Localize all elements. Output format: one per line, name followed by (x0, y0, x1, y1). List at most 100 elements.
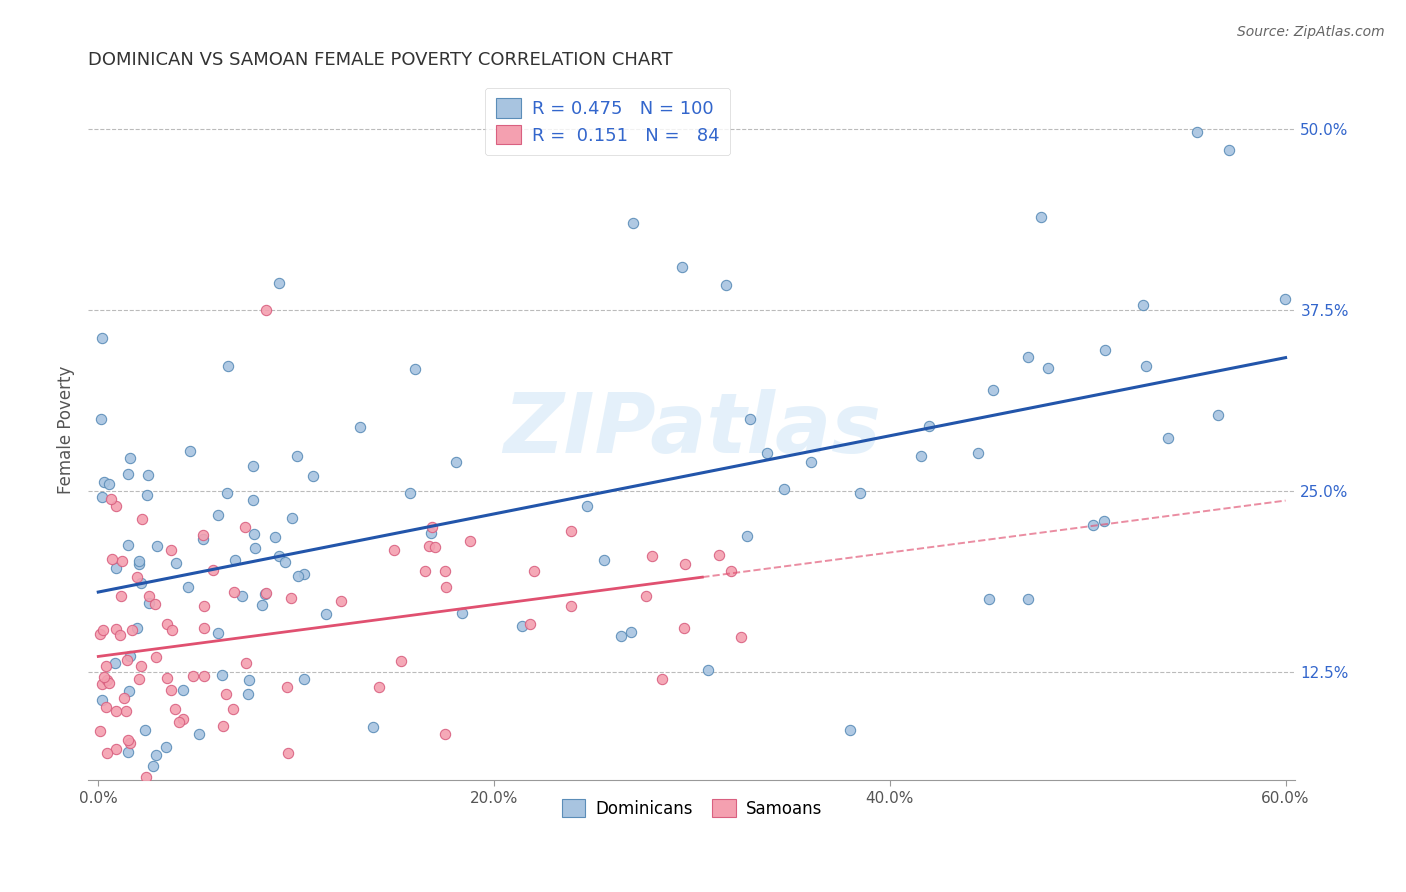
Point (621, 216, 644, 230)
Point (167, 714, 190, 729)
Point (94, 658, 117, 673)
Point (433, 564, 456, 578)
Point (243, 541, 266, 555)
Point (735, 529, 758, 543)
Text: DOMINICAN VS SAMOAN FEMALE POVERTY CORRELATION CHART: DOMINICAN VS SAMOAN FEMALE POVERTY CORRE… (89, 51, 673, 69)
Point (93, 670, 115, 684)
Point (100, 552, 122, 566)
Point (193, 621, 215, 635)
Point (1094, 343, 1116, 357)
Point (560, 599, 582, 614)
Point (292, 566, 315, 581)
Point (215, 687, 238, 701)
Point (207, 626, 229, 640)
Point (301, 469, 323, 483)
Point (155, 616, 177, 631)
Point (1218, 144, 1240, 158)
Point (1092, 514, 1115, 528)
Point (163, 702, 186, 716)
Point (636, 590, 658, 604)
Point (254, 587, 277, 601)
Point (918, 418, 941, 433)
Point (361, 720, 384, 734)
Point (145, 747, 167, 762)
Y-axis label: Female Poverty: Female Poverty (58, 365, 75, 493)
Point (188, 727, 211, 741)
Point (800, 455, 823, 469)
Point (115, 705, 138, 719)
Point (143, 597, 166, 611)
Point (193, 532, 215, 546)
Point (121, 624, 143, 638)
Point (451, 607, 474, 621)
Point (330, 593, 353, 607)
Point (111, 554, 134, 568)
Point (177, 580, 200, 594)
Point (105, 742, 128, 756)
Point (510, 618, 533, 632)
Point (730, 630, 752, 644)
Point (156, 672, 179, 686)
Point (211, 668, 233, 682)
Point (1031, 210, 1053, 224)
Point (231, 590, 253, 604)
Point (1135, 359, 1157, 373)
Point (142, 759, 165, 773)
Point (193, 528, 215, 542)
Point (256, 303, 278, 318)
Point (94, 699, 117, 714)
Point (740, 412, 762, 426)
Point (404, 362, 426, 376)
Point (773, 482, 796, 496)
Point (172, 683, 194, 698)
Point (1017, 592, 1039, 607)
Point (146, 539, 169, 553)
Point (458, 533, 481, 548)
Point (697, 664, 720, 678)
Point (215, 486, 238, 500)
Point (90, 490, 112, 504)
Point (560, 524, 582, 538)
Point (269, 276, 291, 290)
Point (389, 654, 412, 668)
Point (89, 724, 111, 739)
Point (131, 659, 153, 673)
Point (434, 580, 457, 594)
Point (280, 591, 302, 605)
Point (165, 556, 187, 570)
Point (673, 557, 696, 571)
Point (287, 569, 309, 583)
Point (145, 649, 167, 664)
Point (1185, 125, 1208, 139)
Point (523, 564, 546, 578)
Point (756, 445, 779, 459)
Point (172, 712, 194, 726)
Point (1017, 351, 1039, 365)
Point (418, 540, 440, 554)
Point (292, 672, 315, 686)
Point (96, 673, 118, 687)
Point (420, 526, 443, 541)
Point (89, 626, 111, 640)
Point (193, 599, 215, 613)
Point (207, 508, 229, 522)
Point (242, 493, 264, 508)
Point (281, 510, 304, 524)
Point (134, 723, 156, 737)
Point (839, 723, 862, 737)
Point (620, 625, 643, 640)
Point (117, 538, 139, 552)
Point (433, 727, 456, 741)
Point (423, 541, 446, 555)
Point (576, 499, 599, 513)
Point (977, 592, 1000, 607)
Point (276, 680, 298, 694)
Point (1036, 360, 1059, 375)
Point (90, 692, 112, 706)
Point (105, 705, 128, 719)
Point (349, 420, 371, 434)
Point (238, 687, 260, 701)
Point (112, 691, 135, 706)
Point (93, 475, 115, 489)
Point (135, 770, 157, 784)
